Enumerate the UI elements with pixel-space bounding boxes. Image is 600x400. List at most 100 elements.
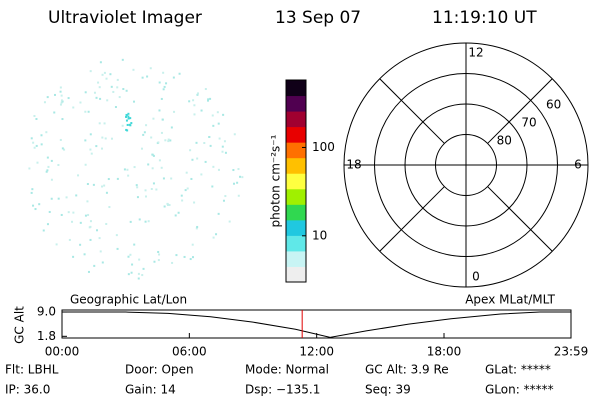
- speck: [98, 122, 101, 125]
- speck: [46, 169, 49, 172]
- color-step: [286, 219, 306, 236]
- speck: [79, 221, 82, 224]
- diagonal: [379, 186, 445, 252]
- speck: [60, 99, 63, 102]
- speck: [127, 115, 130, 118]
- speck: [65, 196, 68, 199]
- speck: [34, 208, 37, 211]
- speck: [203, 141, 206, 144]
- speck: [93, 264, 96, 267]
- speck: [183, 255, 186, 258]
- speck: [77, 174, 80, 177]
- speck: [191, 158, 194, 161]
- speck: [141, 76, 144, 79]
- speck: [212, 124, 215, 127]
- speck: [123, 168, 126, 171]
- speck: [212, 236, 215, 239]
- lat-label: 60: [546, 98, 561, 112]
- x-tick-label: 12:00: [299, 345, 334, 359]
- mlt-label: 6: [574, 158, 582, 172]
- speck: [129, 117, 132, 120]
- speck: [157, 250, 160, 253]
- y-label: GC Alt: [13, 306, 27, 344]
- color-step: [286, 111, 306, 128]
- speck: [105, 77, 108, 80]
- speck: [150, 136, 153, 139]
- speck: [193, 113, 196, 116]
- speck: [200, 173, 203, 176]
- speck: [166, 202, 169, 205]
- speck: [89, 133, 92, 136]
- speck: [127, 273, 130, 276]
- speck: [46, 223, 49, 226]
- speck: [209, 97, 212, 100]
- speck: [60, 94, 63, 97]
- annotation: Apex MLat/MLT: [465, 293, 555, 307]
- speck: [61, 147, 64, 150]
- speck: [115, 234, 118, 237]
- speck: [164, 139, 167, 142]
- speck: [125, 113, 128, 116]
- speck: [116, 177, 119, 180]
- speck: [129, 253, 132, 256]
- speck: [32, 204, 35, 207]
- speck: [137, 272, 140, 275]
- speck: [129, 124, 132, 127]
- color-step: [286, 173, 306, 190]
- speck: [197, 92, 200, 95]
- speck: [135, 184, 138, 187]
- speck: [138, 258, 141, 261]
- speck: [57, 163, 60, 166]
- speck: [59, 86, 62, 89]
- speck: [221, 145, 224, 148]
- speck: [35, 144, 38, 147]
- speck: [232, 169, 235, 172]
- speck: [99, 250, 102, 253]
- x-tick-label: 18:00: [427, 345, 462, 359]
- speck: [215, 233, 218, 236]
- speck: [186, 187, 189, 190]
- speck: [126, 123, 129, 126]
- speck: [121, 58, 124, 61]
- speck: [233, 133, 236, 136]
- lat-label: 80: [497, 134, 512, 148]
- speck: [151, 167, 154, 170]
- speck: [168, 203, 171, 206]
- speck: [84, 110, 87, 113]
- colorbar-frame: [285, 79, 307, 283]
- speck: [196, 157, 199, 160]
- speck: [136, 186, 139, 189]
- speck: [107, 178, 110, 181]
- speck: [195, 141, 198, 144]
- speck: [149, 67, 152, 70]
- status-field: IP: 36.0: [5, 383, 50, 397]
- speck: [146, 75, 149, 78]
- speck: [67, 211, 70, 214]
- speck: [101, 261, 104, 264]
- speck: [193, 104, 196, 107]
- speck: [79, 243, 82, 246]
- speck: [60, 101, 63, 104]
- speck: [224, 195, 227, 198]
- speck: [163, 205, 166, 208]
- lat-label: 70: [521, 116, 536, 130]
- y-tick-label: 9.0: [37, 305, 56, 319]
- x-tick-label: 06:00: [172, 345, 207, 359]
- speck: [224, 151, 227, 154]
- speck: [130, 122, 133, 125]
- speck: [57, 197, 60, 200]
- speck: [101, 136, 104, 139]
- speck: [72, 255, 75, 258]
- speck: [191, 243, 194, 246]
- speck: [60, 213, 63, 216]
- speck: [116, 86, 119, 89]
- speck: [162, 88, 165, 91]
- speck: [160, 131, 163, 134]
- speck: [153, 260, 156, 263]
- speck: [92, 183, 95, 186]
- speck: [116, 78, 119, 81]
- speck: [33, 114, 36, 117]
- mlt-label: 18: [346, 158, 361, 172]
- speck: [140, 147, 143, 150]
